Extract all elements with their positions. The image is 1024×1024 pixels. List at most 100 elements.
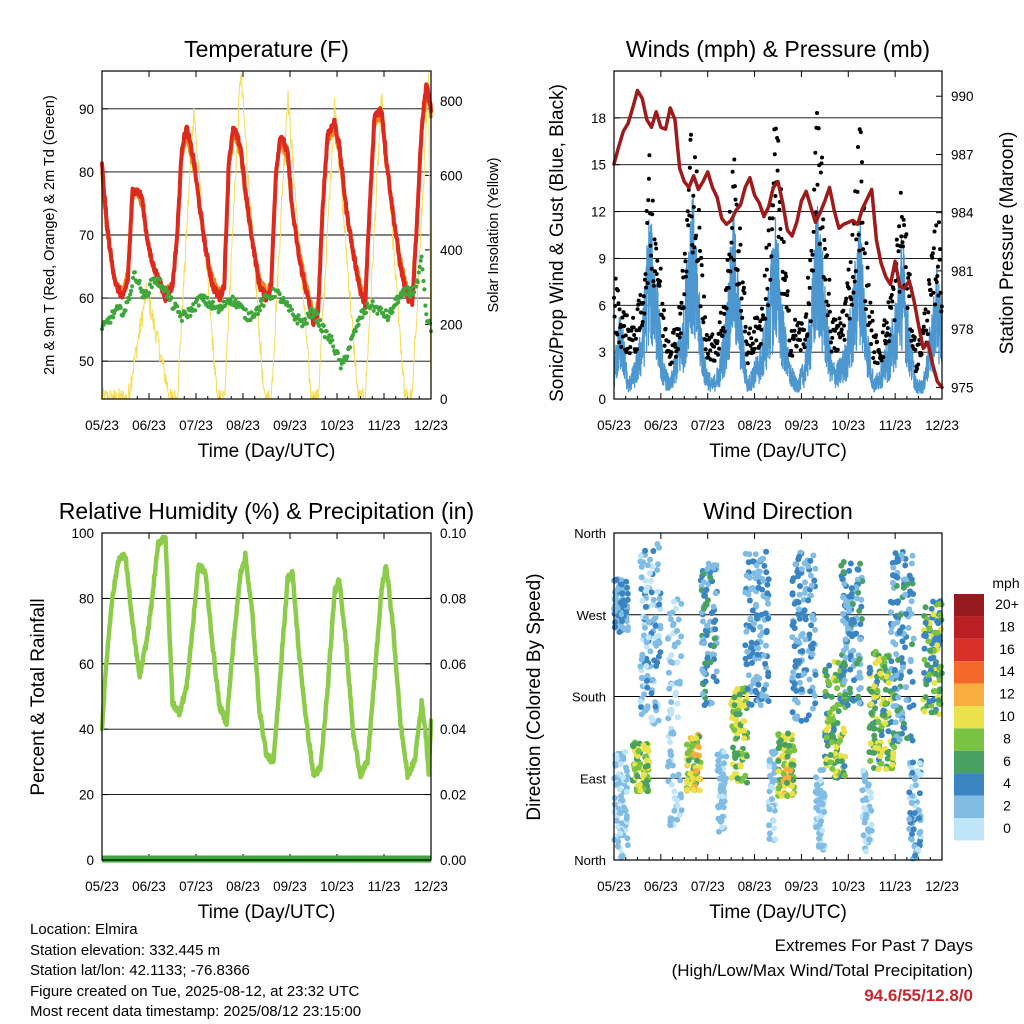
gust-point: [901, 217, 906, 222]
direction-point: [638, 704, 644, 710]
direction-point: [638, 711, 645, 718]
direction-point: [763, 681, 770, 688]
dewpoint-point: [421, 278, 426, 284]
direction-point: [744, 648, 751, 655]
gust-point: [702, 294, 706, 299]
direction-point: [723, 753, 730, 760]
gust-point: [799, 321, 804, 326]
gust-point: [693, 155, 697, 160]
gust-point: [712, 344, 717, 349]
direction-point: [877, 670, 884, 677]
legend-swatch: [954, 818, 984, 841]
legend-swatch: [954, 795, 984, 818]
direction-point: [858, 596, 865, 603]
direction-point: [622, 626, 629, 633]
gust-point: [728, 269, 733, 274]
gust-point: [628, 345, 633, 350]
direction-point: [912, 782, 919, 789]
direction-point: [906, 825, 913, 832]
direction-point: [847, 652, 854, 659]
wind-pressure-chart: Winds (mph) & Pressure (mb) Time (Day/UTC…: [547, 36, 1018, 462]
dewpoint-point: [324, 329, 329, 334]
gust-point: [837, 316, 842, 321]
direction-point: [707, 659, 714, 666]
gust-point: [769, 254, 774, 259]
dewpoint-point: [361, 307, 366, 312]
direction-point: [931, 636, 938, 643]
direction-point: [798, 566, 805, 572]
gust-point: [915, 366, 920, 371]
gust-point: [765, 286, 770, 291]
x-tick-label: 07/23: [179, 418, 213, 433]
gust-point: [851, 290, 856, 295]
direction-point: [853, 584, 860, 591]
gust-point: [639, 310, 643, 315]
direction-point: [858, 616, 865, 622]
direction-point: [831, 721, 837, 728]
direction-point: [812, 700, 819, 707]
gust-point: [793, 317, 798, 322]
direction-point: [868, 701, 875, 707]
gust-point: [662, 308, 666, 313]
direction-point: [904, 735, 911, 742]
gust-point: [934, 280, 939, 285]
gust-point: [690, 250, 695, 255]
gust-point: [853, 269, 858, 274]
direction-point: [744, 661, 751, 668]
dewpoint-point: [317, 323, 322, 328]
direction-point: [865, 783, 872, 790]
gust-point: [645, 281, 650, 286]
direction-point: [898, 551, 905, 558]
gust-point: [860, 220, 865, 225]
direction-point: [799, 630, 806, 637]
direction-point: [867, 794, 874, 801]
direction-point: [921, 669, 928, 676]
direction-point: [731, 694, 738, 701]
direction-point: [792, 561, 799, 568]
direction-point: [848, 585, 855, 592]
direction-point: [683, 741, 690, 748]
extremes-title: Extremes For Past 7 Days: [774, 936, 973, 955]
dewpoint-point: [287, 303, 293, 309]
direction-point: [664, 635, 671, 642]
direction-point: [649, 601, 656, 608]
gust-point: [703, 347, 708, 352]
gust-point: [654, 272, 659, 276]
direction-point: [657, 622, 664, 629]
gust-point: [763, 297, 768, 301]
y-tick-label: 0: [598, 392, 606, 407]
gust-point: [798, 348, 803, 353]
direction-point: [868, 710, 875, 717]
direction-point: [797, 583, 803, 590]
direction-point: [618, 581, 625, 588]
legend-swatch: [954, 594, 984, 617]
direction-point: [707, 574, 714, 581]
direction-point: [766, 806, 773, 813]
direction-point: [721, 760, 727, 767]
recent-timestamp: Most recent data timestamp: 2025/08/12 2…: [30, 1003, 362, 1020]
direction-point: [705, 560, 712, 567]
dewpoint-point: [318, 317, 323, 323]
direction-point: [623, 609, 630, 616]
direction-point: [922, 604, 929, 611]
y2-tick-label: 600: [440, 168, 463, 183]
extremes-values: 94.6/55/12.8/0: [864, 986, 973, 1005]
gust-point: [640, 320, 645, 324]
direction-point: [656, 601, 663, 608]
dewpoint-point: [370, 299, 375, 304]
direction-point: [814, 824, 821, 831]
gust-point: [768, 277, 773, 282]
gust-point: [679, 300, 684, 305]
direction-point: [890, 703, 897, 710]
gust-point: [650, 212, 655, 217]
dewpoint-point: [158, 277, 163, 282]
direction-point: [790, 776, 797, 783]
direction-point: [643, 677, 650, 684]
direction-point: [703, 586, 710, 593]
direction-point: [668, 699, 675, 706]
direction-point: [923, 681, 930, 688]
direction-point: [842, 691, 849, 698]
gust-point: [644, 209, 649, 213]
dewpoint-point: [304, 321, 309, 326]
y-tick-label: North: [574, 853, 606, 868]
